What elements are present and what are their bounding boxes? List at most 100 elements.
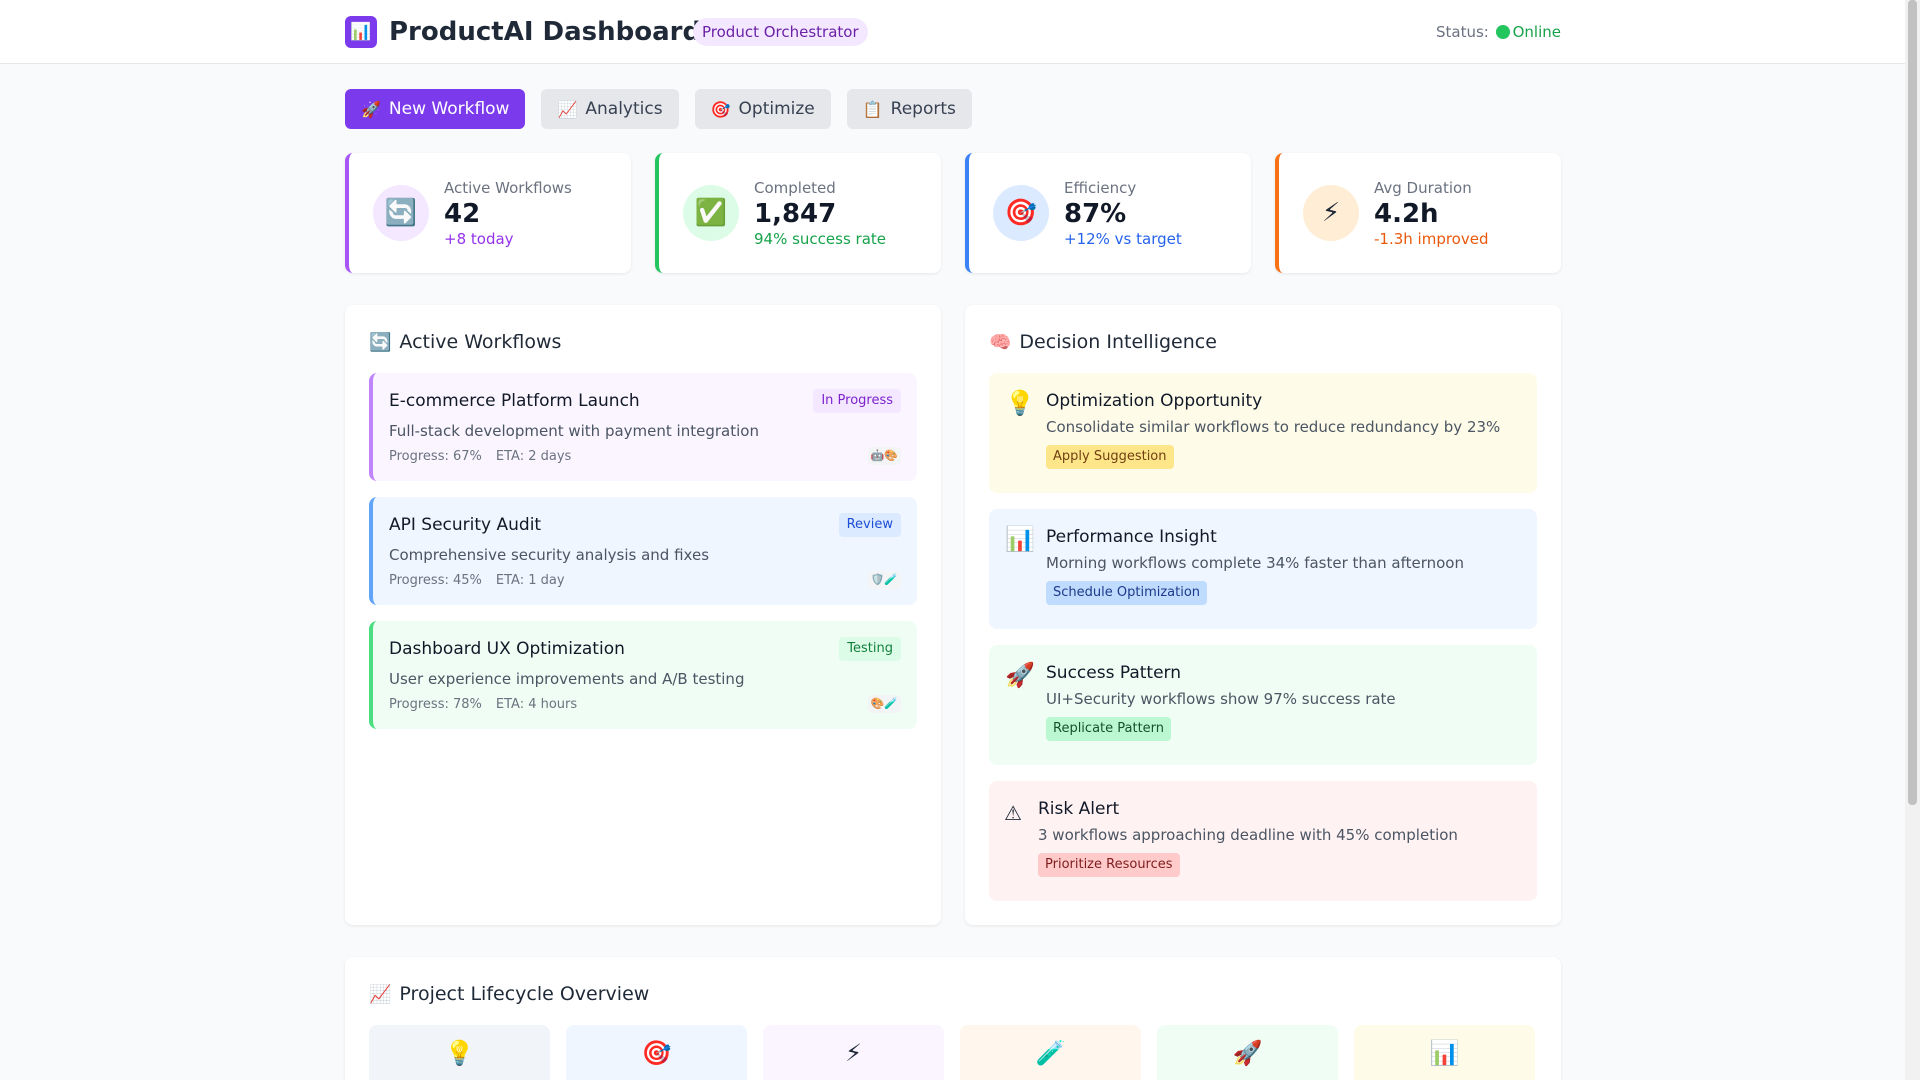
- insight-description: UI+Security workflows show 97% success r…: [1046, 690, 1396, 708]
- insight-description: Consolidate similar workflows to reduce …: [1046, 418, 1501, 436]
- shield-test-tube-icon: 🛡️🧪: [867, 571, 901, 589]
- lifecycle-stage-development[interactable]: ⚡: [763, 1025, 944, 1080]
- top-header: 📊 ProductAI Dashboard Product Orchestrat…: [0, 0, 1905, 64]
- lightning-icon: ⚡: [1303, 185, 1359, 241]
- lifecycle-stage-analysis[interactable]: 📊: [1354, 1025, 1535, 1080]
- insight-description: Morning workflows complete 34% faster th…: [1046, 554, 1464, 572]
- workflow-progress: Progress: 78%: [389, 697, 482, 712]
- optimize-button[interactable]: 🎯 Optimize: [694, 89, 831, 129]
- rocket-icon: 🚀: [1005, 661, 1035, 689]
- panel-title: 🧠 Decision Intelligence: [989, 331, 1217, 353]
- target-icon: 🎯: [710, 99, 731, 119]
- stat-card-completed: ✅ Completed 1,847 94% success rate: [655, 153, 941, 273]
- stat-value: 1,847: [754, 199, 837, 229]
- decision-intelligence-panel: 🧠 Decision Intelligence 💡 Optimization O…: [965, 305, 1561, 925]
- insight-title: Success Pattern: [1046, 663, 1181, 683]
- workflow-title: API Security Audit: [389, 515, 542, 535]
- scrollbar-thumb[interactable]: [1908, 0, 1917, 805]
- insight-description: 3 workflows approaching deadline with 45…: [1038, 826, 1458, 844]
- target-icon: 🎯: [641, 1039, 672, 1067]
- panel-title: 📈 Project Lifecycle Overview: [369, 983, 649, 1005]
- bar-chart-icon: 📊: [1429, 1039, 1460, 1067]
- lightbulb-icon: 💡: [444, 1039, 475, 1067]
- status-badge: In Progress: [813, 389, 901, 413]
- insight-card: 💡 Optimization Opportunity Consolidate s…: [989, 373, 1537, 493]
- workflow-card[interactable]: E-commerce Platform Launch In Progress F…: [369, 373, 917, 481]
- optimize-label: Optimize: [738, 99, 815, 119]
- brain-icon: 🧠: [989, 331, 1012, 353]
- new-workflow-label: New Workflow: [388, 99, 510, 119]
- lightning-icon: ⚡: [845, 1039, 862, 1067]
- refresh-icon: 🔄: [373, 185, 429, 241]
- workflow-card[interactable]: API Security Audit Review Comprehensive …: [369, 497, 917, 605]
- new-workflow-button[interactable]: 🚀 New Workflow: [345, 89, 526, 129]
- workflow-eta: ETA: 4 hours: [495, 697, 578, 712]
- insight-title: Performance Insight: [1046, 527, 1217, 547]
- lifecycle-stage-testing[interactable]: 🧪: [960, 1025, 1141, 1080]
- refresh-icon: 🔄: [369, 331, 392, 353]
- decision-intelligence-heading: Decision Intelligence: [1019, 331, 1217, 353]
- stat-card-efficiency: 🎯 Efficiency 87% +12% vs target: [965, 153, 1251, 273]
- stat-label: Avg Duration: [1374, 179, 1472, 197]
- page-title: ProductAI Dashboard: [389, 17, 702, 47]
- stat-subtext: +12% vs target: [1064, 230, 1182, 248]
- status-badge: Review: [838, 513, 901, 537]
- page-scrollbar[interactable]: [1905, 0, 1920, 1080]
- test-tube-icon: 🧪: [1035, 1039, 1066, 1067]
- workflow-eta: ETA: 2 days: [495, 449, 572, 464]
- status-indicator: Status: Online: [1436, 22, 1561, 42]
- analytics-label: Analytics: [585, 99, 663, 119]
- insight-title: Risk Alert: [1038, 799, 1120, 819]
- clipboard-icon: 📋: [862, 99, 883, 119]
- stat-subtext: 94% success rate: [754, 230, 887, 248]
- palette-test-tube-icon: 🎨🧪: [867, 695, 901, 713]
- rocket-icon: 🚀: [1232, 1039, 1263, 1067]
- lifecycle-stage-launch[interactable]: 🚀: [1157, 1025, 1338, 1080]
- workflow-card[interactable]: Dashboard UX Optimization Testing User e…: [369, 621, 917, 729]
- reports-button[interactable]: 📋 Reports: [846, 89, 972, 129]
- chart-up-icon: 📈: [369, 983, 392, 1005]
- prioritize-resources-button[interactable]: Prioritize Resources: [1038, 853, 1180, 877]
- target-icon: 🎯: [993, 185, 1049, 241]
- reports-label: Reports: [890, 99, 956, 119]
- status-value: Online: [1512, 23, 1561, 41]
- robot-palette-icon: 🤖🎨: [867, 447, 901, 465]
- workflow-title: Dashboard UX Optimization: [389, 639, 625, 659]
- bar-chart-icon: 📊: [1005, 525, 1035, 553]
- role-badge: Product Orchestrator: [693, 18, 868, 46]
- workflow-progress: Progress: 67%: [389, 449, 482, 464]
- insight-card: 📊 Performance Insight Morning workflows …: [989, 509, 1537, 629]
- stat-card-avg-duration: ⚡ Avg Duration 4.2h -1.3h improved: [1275, 153, 1561, 273]
- status-label: Status:: [1435, 23, 1489, 41]
- active-workflows-heading: Active Workflows: [399, 331, 562, 353]
- chart-icon: 📊: [345, 16, 377, 48]
- stat-label: Active Workflows: [444, 179, 572, 197]
- apply-suggestion-button[interactable]: Apply Suggestion: [1046, 445, 1174, 469]
- lightbulb-icon: 💡: [1005, 389, 1035, 417]
- action-bar: 🚀 New Workflow 📈 Analytics 🎯 Optimize 📋 …: [345, 89, 972, 129]
- workflow-title: E-commerce Platform Launch: [389, 391, 640, 411]
- active-workflows-panel: 🔄 Active Workflows E-commerce Platform L…: [345, 305, 941, 925]
- insight-card: 🚀 Success Pattern UI+Security workflows …: [989, 645, 1537, 765]
- check-icon: ✅: [683, 185, 739, 241]
- insight-title: Optimization Opportunity: [1046, 391, 1263, 411]
- replicate-pattern-button[interactable]: Replicate Pattern: [1046, 717, 1172, 741]
- analytics-button[interactable]: 📈 Analytics: [541, 89, 679, 129]
- status-badge: Testing: [839, 637, 901, 661]
- workflow-progress: Progress: 45%: [389, 573, 482, 588]
- panel-title: 🔄 Active Workflows: [369, 331, 561, 353]
- status-dot-icon: [1495, 25, 1510, 39]
- workflow-meta: Progress: 78% ETA: 4 hours: [389, 697, 577, 712]
- stat-card-active-workflows: 🔄 Active Workflows 42 +8 today: [345, 153, 631, 273]
- warning-icon: ⚠: [1004, 801, 1022, 825]
- stat-subtext: -1.3h improved: [1374, 230, 1489, 248]
- workflow-description: Full-stack development with payment inte…: [389, 422, 759, 440]
- workflow-meta: Progress: 67% ETA: 2 days: [389, 449, 571, 464]
- schedule-optimization-button[interactable]: Schedule Optimization: [1046, 581, 1208, 605]
- stat-label: Completed: [754, 179, 836, 197]
- lifecycle-stage-ideation[interactable]: 💡: [369, 1025, 550, 1080]
- workflow-description: Comprehensive security analysis and fixe…: [389, 546, 710, 564]
- lifecycle-stage-planning[interactable]: 🎯: [566, 1025, 747, 1080]
- project-lifecycle-heading: Project Lifecycle Overview: [399, 983, 650, 1005]
- stat-value: 4.2h: [1374, 199, 1439, 229]
